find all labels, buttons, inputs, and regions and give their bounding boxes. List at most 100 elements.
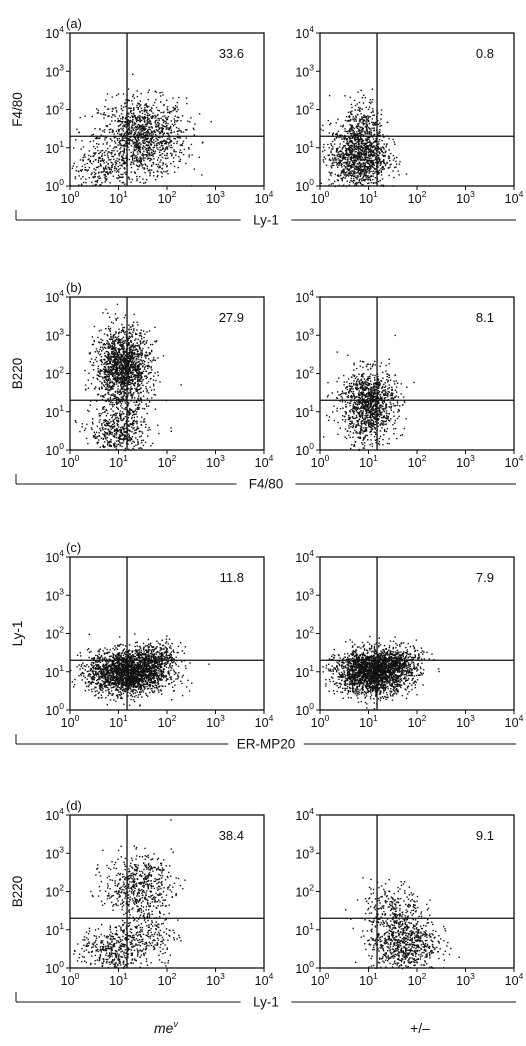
data-point bbox=[349, 167, 352, 169]
data-point bbox=[98, 350, 100, 353]
data-point bbox=[344, 130, 346, 132]
data-point bbox=[125, 359, 127, 361]
data-point bbox=[127, 388, 129, 390]
data-point bbox=[161, 153, 164, 155]
data-point bbox=[173, 150, 176, 153]
data-point bbox=[346, 120, 349, 122]
data-point bbox=[115, 349, 117, 351]
data-point bbox=[141, 110, 143, 112]
data-point bbox=[143, 142, 145, 144]
data-point bbox=[92, 362, 95, 364]
data-point bbox=[105, 328, 107, 330]
data-point bbox=[356, 380, 358, 383]
x-tick-label: 100 bbox=[61, 189, 80, 206]
data-point bbox=[128, 141, 130, 143]
data-point bbox=[115, 364, 117, 367]
data-point bbox=[83, 153, 86, 155]
data-point bbox=[109, 381, 111, 383]
data-point bbox=[146, 130, 148, 133]
data-point bbox=[97, 370, 100, 372]
data-point bbox=[374, 148, 376, 151]
data-point bbox=[131, 372, 133, 374]
data-point bbox=[332, 148, 334, 150]
data-point bbox=[371, 142, 373, 144]
data-point bbox=[104, 355, 106, 357]
data-point bbox=[353, 127, 355, 130]
data-point bbox=[379, 162, 381, 164]
data-point bbox=[129, 364, 131, 366]
data-point bbox=[135, 138, 137, 141]
data-point bbox=[142, 362, 144, 364]
data-point bbox=[164, 143, 166, 145]
data-point bbox=[390, 163, 392, 165]
data-point bbox=[335, 157, 337, 159]
data-point bbox=[77, 170, 80, 172]
data-point bbox=[137, 102, 139, 104]
data-point bbox=[89, 361, 91, 363]
data-point bbox=[170, 120, 172, 122]
data-point bbox=[383, 162, 386, 164]
data-point bbox=[351, 148, 354, 151]
data-point bbox=[119, 410, 121, 412]
data-point bbox=[158, 167, 160, 169]
data-point bbox=[367, 151, 369, 153]
data-point bbox=[383, 420, 385, 423]
data-point bbox=[139, 388, 142, 390]
data-point bbox=[132, 361, 135, 363]
data-point bbox=[122, 127, 124, 129]
data-point bbox=[356, 134, 358, 136]
data-point bbox=[90, 173, 93, 176]
data-point bbox=[119, 123, 122, 126]
data-point bbox=[358, 165, 360, 167]
data-point bbox=[135, 368, 137, 370]
data-point bbox=[79, 169, 82, 171]
data-point bbox=[144, 121, 146, 123]
data-point bbox=[121, 156, 123, 158]
data-point bbox=[123, 347, 125, 350]
data-point bbox=[151, 131, 153, 134]
data-point bbox=[115, 331, 117, 333]
data-point bbox=[130, 340, 132, 343]
data-point bbox=[165, 123, 167, 125]
data-point bbox=[161, 91, 163, 94]
data-point bbox=[174, 119, 176, 122]
data-point bbox=[104, 137, 106, 139]
data-point bbox=[174, 171, 176, 173]
data-point bbox=[130, 345, 132, 347]
data-point bbox=[159, 140, 162, 143]
data-point bbox=[97, 160, 100, 162]
data-point bbox=[133, 122, 136, 124]
data-point bbox=[93, 176, 96, 178]
data-point bbox=[341, 157, 344, 159]
data-point bbox=[150, 141, 153, 143]
data-point bbox=[139, 115, 141, 117]
data-point bbox=[84, 389, 87, 391]
data-point bbox=[152, 379, 155, 381]
data-point bbox=[124, 382, 127, 384]
data-point bbox=[154, 101, 156, 104]
data-point bbox=[106, 161, 108, 163]
x-tick-label: 101 bbox=[359, 189, 378, 206]
data-point bbox=[114, 396, 116, 398]
data-point bbox=[112, 340, 114, 343]
data-point bbox=[122, 388, 124, 391]
data-point bbox=[363, 430, 365, 433]
data-point bbox=[157, 136, 160, 138]
data-point bbox=[179, 151, 181, 153]
data-point bbox=[138, 363, 141, 365]
data-point bbox=[149, 121, 152, 123]
data-point bbox=[123, 157, 125, 160]
data-point bbox=[353, 164, 355, 167]
data-point bbox=[113, 446, 116, 448]
data-point bbox=[367, 161, 369, 163]
data-point bbox=[162, 164, 164, 166]
data-point bbox=[354, 173, 356, 175]
data-point bbox=[136, 144, 138, 146]
data-point bbox=[361, 133, 363, 136]
data-point bbox=[123, 360, 126, 362]
data-point bbox=[84, 156, 86, 158]
data-point bbox=[132, 162, 134, 164]
data-point bbox=[355, 158, 357, 160]
data-point bbox=[168, 129, 170, 131]
data-point bbox=[139, 378, 141, 380]
